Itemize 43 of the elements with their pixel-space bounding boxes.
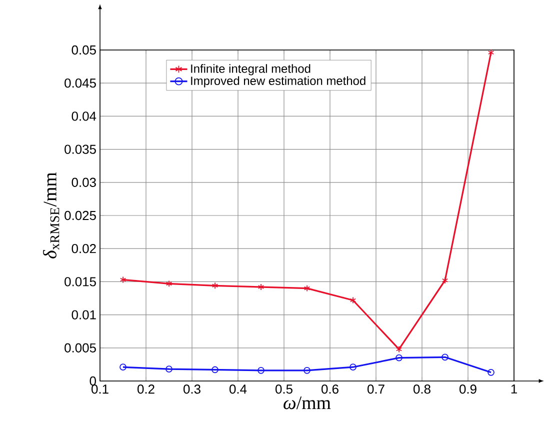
y-tick-label: 0.025 [64,210,96,220]
y-axis-title: δ$_{xRMSE}$/mm [43,172,60,258]
point [120,364,126,371]
y-tick-label: 0.03 [72,178,96,187]
point [258,366,264,374]
point [304,366,310,374]
x-tick-label: 0.5 [276,384,292,394]
x-tick-label: 0.2 [138,384,154,394]
y-tick-label: 0.04 [72,112,96,121]
point [442,354,448,361]
x-tick-label: 0.6 [322,384,338,394]
legend-label: Improved new estimation method [191,76,366,88]
x-tick-label: 0.8 [414,384,430,394]
point [396,354,402,362]
y-tick-label: 0.01 [72,310,96,320]
y-tick-label: 0.005 [64,343,96,352]
point [442,276,448,284]
x-tick-label: 0.7 [368,384,384,394]
x-tick-label: 1 [511,384,517,394]
point [120,276,126,284]
x-tick-label: 0.9 [460,384,476,394]
point [166,280,172,288]
point [212,282,218,290]
y-tick-label: 0.045 [64,78,96,88]
point [166,366,172,373]
x-tick-label: 0.4 [230,384,247,394]
point [304,284,310,292]
point [488,368,494,376]
point [488,49,494,56]
y-tick-label: 0.02 [72,244,96,254]
x-tick-label: 0.3 [184,384,200,394]
y-tick-label: 0.05 [72,45,96,55]
y-tick-label: 0 [90,376,96,386]
point [350,296,356,304]
y-tick-label: 0.035 [64,144,96,154]
x-axis-title: ω/mm [284,396,331,410]
point [350,364,356,371]
point [396,346,402,353]
x-tick-label: 0.1 [92,384,108,394]
legend-label: Infinite integral method [191,64,310,76]
y-tick-label: 0.015 [64,277,96,286]
point [258,284,264,290]
point [212,366,218,374]
